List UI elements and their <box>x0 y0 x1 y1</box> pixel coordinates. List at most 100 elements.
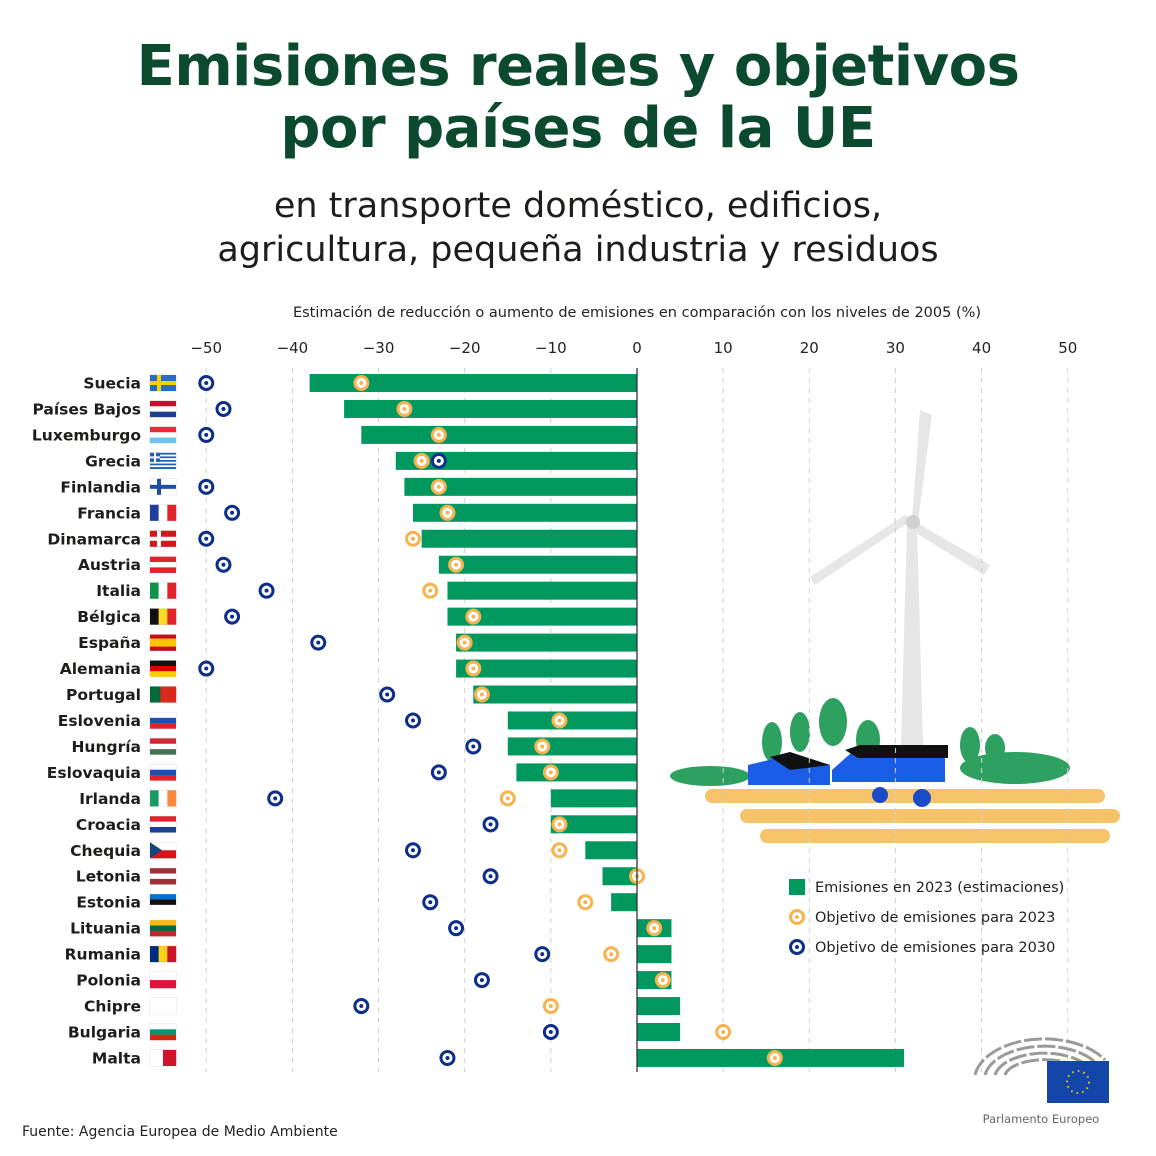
country-label: Bulgaria <box>68 1024 141 1042</box>
flag-icon <box>149 841 177 859</box>
bar-emissions-2023 <box>447 607 637 626</box>
marker-target-2023 <box>405 530 422 547</box>
marker-target-2030 <box>215 400 232 417</box>
marker-target-2023 <box>448 556 465 573</box>
flag-icon <box>149 530 177 548</box>
country-label: Italia <box>96 582 141 600</box>
bar-emissions-2023 <box>550 815 637 834</box>
country-label: Letonia <box>76 868 141 886</box>
flag-icon <box>149 816 177 833</box>
country-row: Eslovenia <box>58 711 637 730</box>
bar-emissions-2023 <box>637 945 672 964</box>
country-label: Malta <box>92 1049 141 1067</box>
marker-target-2030 <box>439 1049 456 1066</box>
country-label: Eslovaquia <box>47 764 141 782</box>
bar-emissions-2023 <box>438 555 637 574</box>
legend-label-target-2030: Objetivo de emisiones para 2030 <box>815 940 1055 956</box>
marker-target-2030 <box>310 634 327 651</box>
country-row: Países Bajos <box>32 399 637 418</box>
bar-emissions-2023 <box>447 581 637 600</box>
flag-icon <box>149 504 177 522</box>
country-row: Italia <box>96 581 637 600</box>
marker-target-2023 <box>413 452 430 469</box>
marker-target-2023 <box>551 712 568 729</box>
x-axis-label: Estimación de reducción o aumento de emi… <box>293 305 981 321</box>
flag-icon <box>149 971 177 989</box>
marker-target-2030 <box>405 842 422 859</box>
marker-target-2030 <box>224 504 241 521</box>
chart-subtitle: en transporte doméstico, edificios, agri… <box>0 184 1156 272</box>
flag-icon <box>149 919 177 937</box>
country-row: Malta <box>92 1048 905 1067</box>
marker-target-2030 <box>422 894 439 911</box>
bar-emissions-2023 <box>456 659 637 678</box>
bar-emissions-2023 <box>473 685 637 704</box>
marker-target-2023 <box>465 660 482 677</box>
marker-target-2023 <box>551 816 568 833</box>
rows: Suecia Países Bajos Luxemburgo Grecia Finlan… <box>32 374 905 1067</box>
x-tick-label: 40 <box>972 339 991 357</box>
legend-label-target-2023: Objetivo de emisiones para 2023 <box>815 910 1055 926</box>
x-tick-label: −40 <box>277 339 309 357</box>
country-row: Estonia <box>76 893 637 912</box>
logo-text: Parlamento Europeo <box>983 1112 1100 1126</box>
bar-emissions-2023 <box>516 763 637 782</box>
x-tick-label: 30 <box>886 339 905 357</box>
marker-target-2030 <box>224 608 241 625</box>
bar-emissions-2023 <box>395 451 637 470</box>
bar-emissions-2023 <box>413 503 637 522</box>
marker-target-2023 <box>422 582 439 599</box>
flag-icon <box>149 1023 177 1041</box>
country-label: Países Bajos <box>32 400 141 418</box>
country-label: Grecia <box>85 452 141 470</box>
country-row: Bulgaria <box>68 1023 732 1042</box>
marker-target-2023 <box>542 764 559 781</box>
country-label: Austria <box>78 556 141 574</box>
marker-target-2030 <box>379 686 396 703</box>
marker-target-2030 <box>198 375 215 391</box>
country-label: Eslovenia <box>58 712 141 730</box>
marker-target-2023 <box>715 1024 732 1040</box>
country-row: Hungría <box>71 737 637 756</box>
flag-icon <box>149 867 177 885</box>
x-tick-label: −10 <box>535 339 567 357</box>
country-row: Suecia <box>83 374 637 393</box>
x-tick-label: 0 <box>632 339 642 357</box>
marker-target-2030 <box>482 816 499 833</box>
bar-emissions-2023 <box>507 737 637 756</box>
x-tick-label: −30 <box>363 339 395 357</box>
marker-target-2030 <box>198 660 215 677</box>
subtitle-line-1: en transporte doméstico, edificios, <box>273 186 883 226</box>
legend: Emisiones en 2023 (estimaciones) Objetiv… <box>789 879 1064 956</box>
flag-icon <box>149 1049 177 1067</box>
marker-target-2030 <box>448 920 465 937</box>
bar-emissions-2023 <box>637 997 681 1016</box>
country-row: Finlandia <box>60 477 637 496</box>
country-label: Alemania <box>60 660 141 678</box>
marker-target-2030 <box>198 426 215 443</box>
country-row: Portugal <box>66 685 637 704</box>
country-row: Croacia <box>76 815 637 834</box>
flag-icon <box>149 582 177 599</box>
x-tick-label: −20 <box>449 339 481 357</box>
flag-icon <box>149 790 177 807</box>
marker-target-2030 <box>430 452 447 469</box>
country-label: Hungría <box>71 738 141 756</box>
country-row: Francia <box>77 503 637 522</box>
x-tick-label: 20 <box>800 339 819 357</box>
marker-target-2030 <box>542 1024 559 1040</box>
marker-target-2030 <box>430 764 447 781</box>
bar-emissions-2023 <box>611 893 637 912</box>
marker-target-2023 <box>353 375 370 391</box>
marker-target-2023 <box>534 738 551 755</box>
flag-icon <box>149 893 177 911</box>
country-row: Dinamarca <box>47 529 637 548</box>
marker-target-2023 <box>646 920 663 937</box>
x-tick-label: 10 <box>714 339 733 357</box>
bar-emissions-2023 <box>404 477 637 496</box>
country-row: Alemania <box>60 659 637 678</box>
country-label: Suecia <box>83 375 141 393</box>
flag-icon <box>149 634 177 651</box>
marker-target-2023 <box>396 400 413 417</box>
